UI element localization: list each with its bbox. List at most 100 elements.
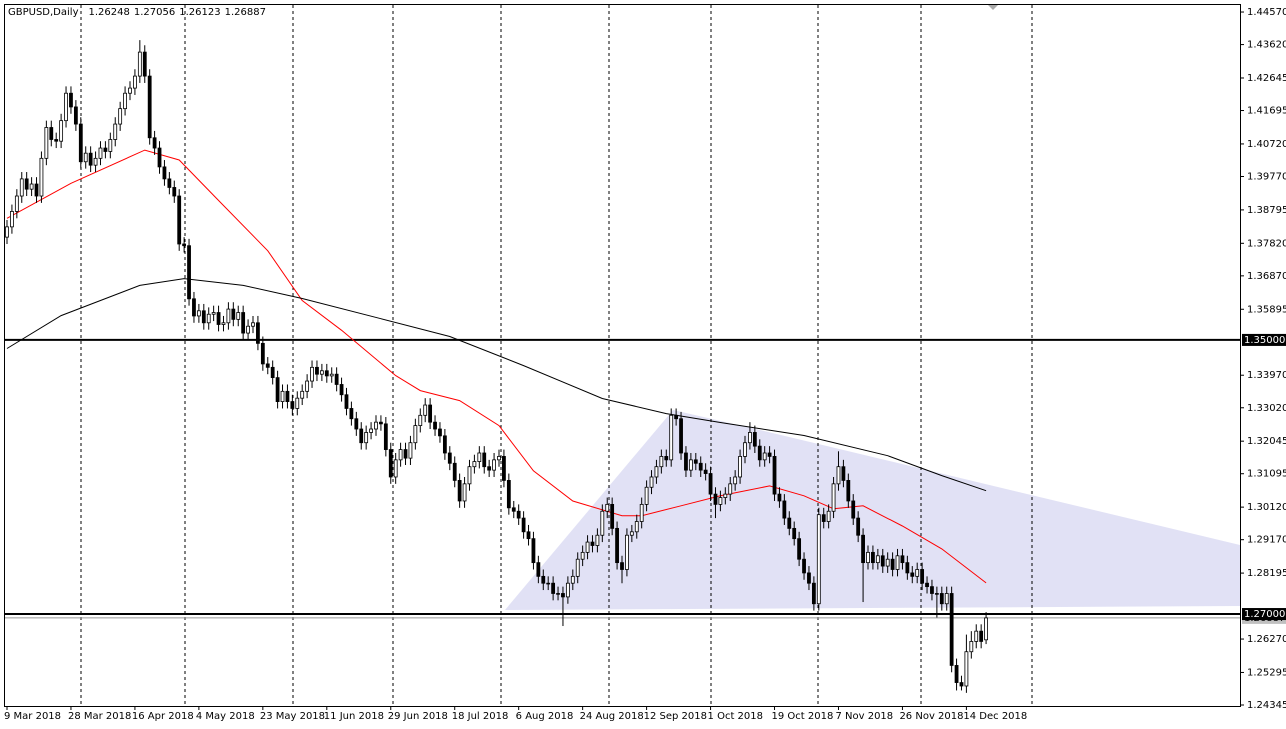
candle-body xyxy=(433,421,437,430)
candle-body xyxy=(10,211,14,228)
candle-body xyxy=(226,308,231,324)
y-tick-label: 1.33970 xyxy=(1247,370,1286,381)
candle-body xyxy=(871,551,875,564)
candle-body xyxy=(187,245,191,300)
candle-body xyxy=(885,558,890,567)
candle-body xyxy=(541,575,546,584)
candle-body xyxy=(359,428,364,444)
y-tick-label: 1.25295 xyxy=(1247,667,1286,678)
candle-body xyxy=(49,127,54,140)
y-tick-label: 1.41695 xyxy=(1247,106,1286,117)
last-high: 1.27056 xyxy=(134,7,175,18)
candle-body xyxy=(487,466,492,471)
candle-body xyxy=(772,456,777,495)
candle-body xyxy=(713,493,718,505)
candle-body xyxy=(969,641,974,653)
last-close: 1.26887 xyxy=(225,7,266,18)
candle-body xyxy=(979,630,984,642)
candle-body xyxy=(196,310,201,317)
candle-body xyxy=(482,452,487,468)
candle-body xyxy=(600,510,605,536)
candle-body xyxy=(743,442,747,457)
candle-body xyxy=(305,380,310,392)
y-tick-label: 1.28195 xyxy=(1247,568,1286,579)
candle-body xyxy=(167,178,172,188)
candle-body xyxy=(570,575,575,584)
candle-body xyxy=(423,404,428,416)
candle-body xyxy=(285,390,290,403)
candle-body xyxy=(831,483,836,512)
candle-body xyxy=(19,178,24,197)
candle-body xyxy=(403,449,408,459)
candle-body xyxy=(748,432,752,444)
candle-body xyxy=(211,312,216,315)
candle-body xyxy=(78,123,83,163)
candle-body xyxy=(949,593,954,666)
candle-body xyxy=(290,401,295,409)
chart-shift-marker xyxy=(988,5,998,10)
candle-body xyxy=(374,421,378,430)
candle-body xyxy=(718,497,723,505)
candle-body xyxy=(733,476,738,485)
candle-body xyxy=(556,593,560,595)
candle-body xyxy=(477,452,482,462)
candle-body xyxy=(457,480,462,502)
candle-body xyxy=(920,569,925,584)
candle-body xyxy=(836,466,841,485)
candle-body xyxy=(516,510,521,519)
candle-body xyxy=(723,493,728,498)
x-tick-label: 23 May 2018 xyxy=(260,711,325,722)
candle-body xyxy=(221,322,226,325)
candle-body xyxy=(295,397,300,409)
y-tick-label: 1.42645 xyxy=(1247,73,1286,84)
symbol: GBPUSD,Daily xyxy=(8,7,79,18)
candle-body xyxy=(787,517,792,529)
candle-body xyxy=(826,510,831,522)
candle-body xyxy=(757,445,762,461)
candle-body xyxy=(856,517,861,536)
y-tick-label: 1.24345 xyxy=(1247,700,1286,711)
candle-body xyxy=(59,120,64,142)
candle-body xyxy=(54,139,59,142)
candle-body xyxy=(408,442,413,459)
candle-body xyxy=(792,527,797,540)
candle-body xyxy=(379,421,383,425)
candle-body xyxy=(659,456,664,468)
candle-body xyxy=(807,572,811,584)
candle-body xyxy=(24,178,29,190)
candle-body xyxy=(157,147,162,168)
candle-body xyxy=(974,630,979,642)
candle-body xyxy=(900,555,905,564)
candle-body xyxy=(265,363,270,368)
candle-body xyxy=(354,418,359,430)
y-tick-label: 1.33020 xyxy=(1247,403,1286,414)
candle-body xyxy=(241,312,246,334)
candle-body xyxy=(821,514,826,522)
candle-body xyxy=(984,617,988,641)
candle-body xyxy=(861,534,865,564)
candle-body xyxy=(310,366,314,382)
candle-body xyxy=(14,195,19,212)
candle-body xyxy=(915,569,920,577)
candle-body xyxy=(206,313,211,324)
candle-body xyxy=(201,310,206,324)
candle-body xyxy=(142,51,147,77)
candle-body xyxy=(964,651,969,687)
candle-body xyxy=(954,665,959,683)
y-tick-label: 1.32045 xyxy=(1247,436,1286,447)
candle-body xyxy=(703,469,708,474)
candle-body xyxy=(462,483,467,502)
candle-body xyxy=(649,476,654,488)
y-tick-label: 1.43620 xyxy=(1247,40,1286,51)
candle-body xyxy=(531,538,536,564)
candle-body xyxy=(752,432,757,447)
candle-body xyxy=(767,452,772,457)
candle-body xyxy=(639,503,644,522)
candle-body xyxy=(684,452,688,471)
y-tick-label: 1.29170 xyxy=(1247,535,1286,546)
candle-body xyxy=(782,500,787,519)
candle-body xyxy=(492,459,496,471)
candle-body xyxy=(472,461,477,468)
y-tick-label: 1.40720 xyxy=(1247,139,1286,150)
